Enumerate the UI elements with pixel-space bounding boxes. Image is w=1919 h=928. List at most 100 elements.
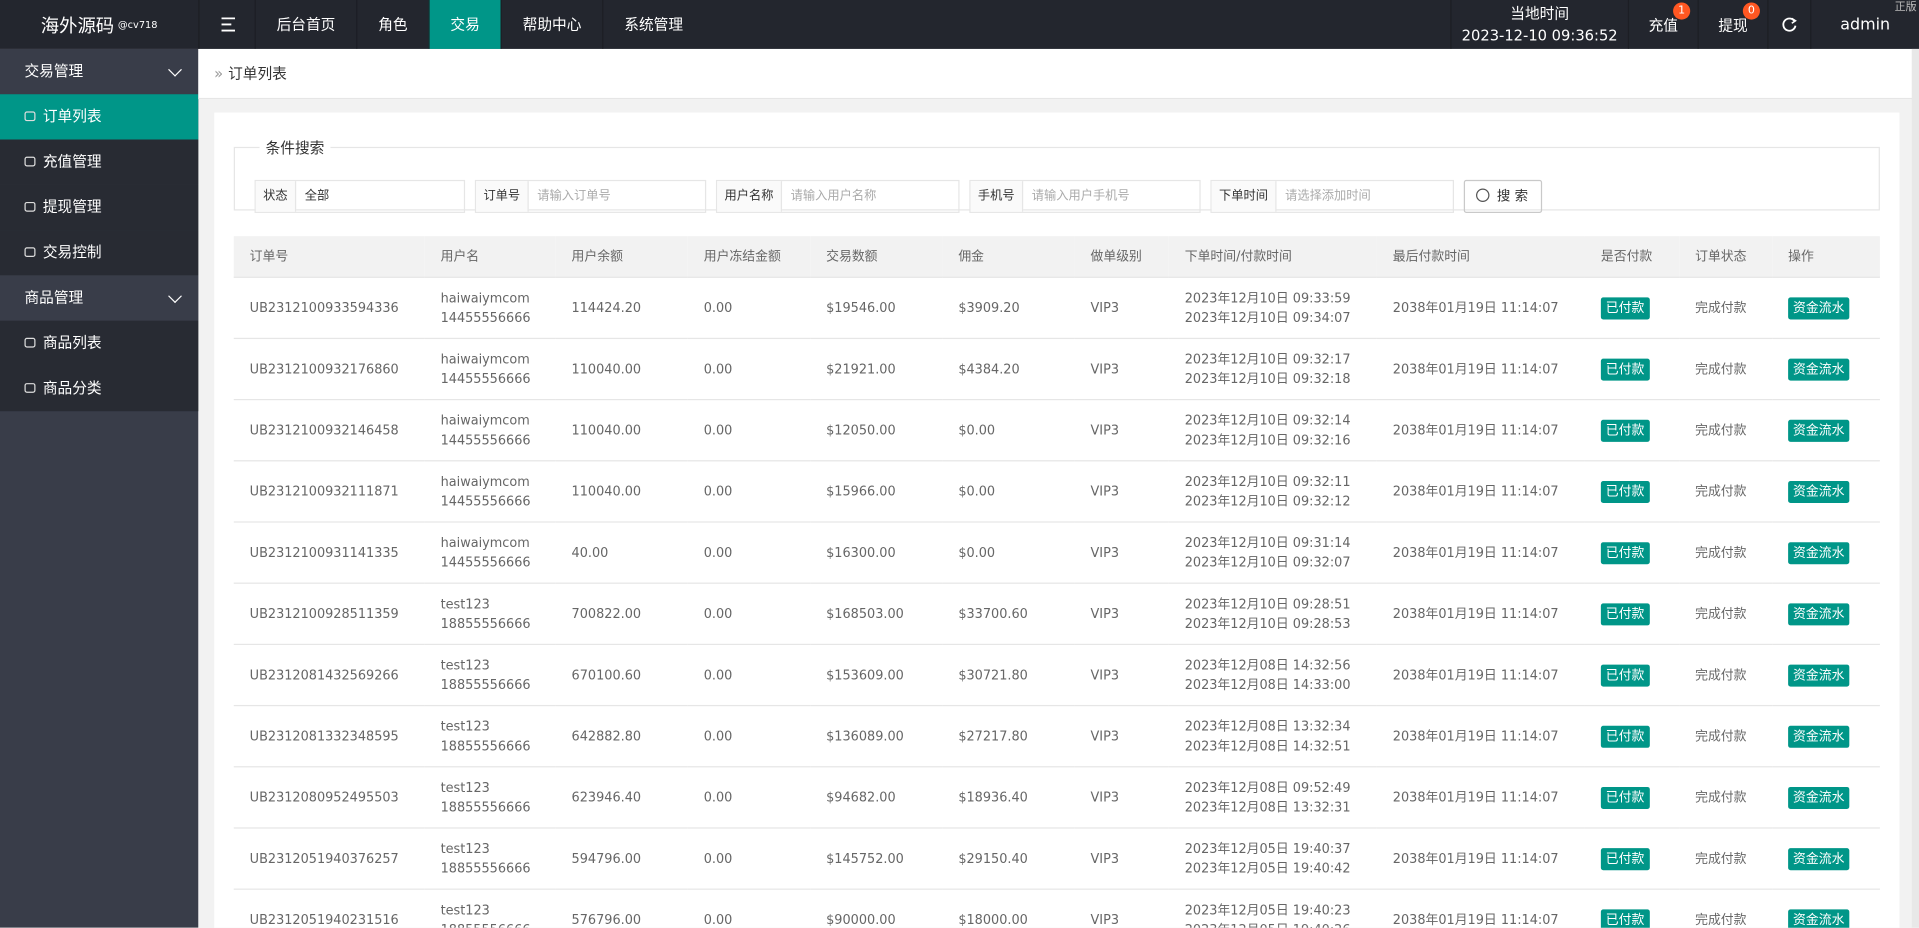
- cell-text: 完成付款: [1695, 422, 1747, 438]
- cell-text: 0.00: [703, 606, 733, 622]
- cell-text: 完成付款: [1695, 728, 1747, 744]
- field-input[interactable]: 请输入用户名称: [790, 189, 877, 204]
- action-button[interactable]: 资金流水: [1788, 786, 1850, 809]
- action-button[interactable]: 资金流水: [1788, 725, 1850, 748]
- column-header: 佣金: [942, 236, 1075, 278]
- menu-toggle[interactable]: [198, 0, 256, 49]
- cell: $16300.00: [810, 521, 943, 584]
- cell-text: 0.00: [703, 422, 733, 438]
- cell: 完成付款: [1679, 583, 1773, 645]
- menu-item[interactable]: 交易控制: [0, 230, 199, 276]
- time: 2023-12-10 09:36:52: [1461, 26, 1618, 45]
- cell: 114424.20: [555, 277, 688, 340]
- cell: 2023年12月05日 19:40:37 2023年12月05日 19:40:42: [1168, 827, 1377, 890]
- cell-line: test123: [440, 780, 490, 795]
- refresh-icon: [1782, 17, 1797, 32]
- cell: haiwaiymcom 14455556666: [424, 460, 556, 523]
- cell: 2023年12月10日 09:31:14 2023年12月10日 09:32:07: [1168, 521, 1377, 584]
- cell-line: 2023年12月08日 09:52:49: [1184, 780, 1351, 795]
- corner-text: 正版: [1894, 1, 1917, 14]
- cell: haiwaiymcom 14455556666: [424, 338, 556, 401]
- action-button[interactable]: 资金流水: [1788, 602, 1850, 625]
- cell: $18936.40: [942, 766, 1075, 829]
- cell-text: 0.00: [703, 484, 733, 499]
- user-menu[interactable]: admin: [1810, 0, 1919, 49]
- nav-item[interactable]: 系统管理: [602, 0, 704, 49]
- field-input[interactable]: 请选择添加时间: [1285, 189, 1371, 204]
- field-label: 状态: [255, 181, 297, 212]
- cell: 110040.00: [555, 338, 688, 401]
- cell: 完成付款: [1679, 889, 1773, 928]
- cell-text: 2038年01月19日 11:14:07: [1392, 300, 1559, 316]
- cell: 已付款: [1584, 827, 1680, 890]
- menu-item[interactable]: 充值管理: [0, 139, 199, 185]
- cell-text: UB2312100932146458: [249, 422, 399, 438]
- field-input[interactable]: 请输入用户手机号: [1031, 189, 1130, 204]
- nav-item[interactable]: 后台首页: [254, 0, 357, 49]
- cell: 完成付款: [1679, 338, 1773, 401]
- cell-line: 2023年12月10日 09:32:16: [1184, 432, 1351, 448]
- cell-text: 110040.00: [571, 484, 642, 499]
- cell-text: 0.00: [703, 790, 733, 805]
- action-button[interactable]: 资金流水: [1788, 908, 1850, 928]
- cell: 已付款: [1584, 705, 1680, 768]
- content-card: 条件搜索 状态 全部 订单号 请输入订单号 用户名称 请输入用户名称 手机号 请输入用户手机号…: [214, 112, 1900, 928]
- cell-text: VIP3: [1090, 300, 1120, 316]
- cell-text: UB2312100933594336: [249, 300, 399, 316]
- cell-line: 2023年12月08日 14:32:56: [1184, 657, 1351, 673]
- action-button[interactable]: 资金流水: [1788, 296, 1850, 319]
- cell: $94682.00: [810, 766, 943, 829]
- action-button[interactable]: 资金流水: [1788, 663, 1850, 686]
- cell-line: 14455556666: [440, 371, 531, 387]
- cell: test123 18855556666: [424, 766, 556, 829]
- cell-text: 2038年01月19日 11:14:07: [1392, 422, 1559, 438]
- cell: $27217.80: [942, 705, 1075, 768]
- action-button[interactable]: 资金流水: [1788, 357, 1850, 381]
- table-row: UB2312100932146458 haiwaiymcom 14455556666…: [233, 399, 1880, 462]
- cell: 700822.00: [555, 583, 688, 645]
- field-input[interactable]: 全部: [304, 189, 330, 204]
- cell-text: UB2312100928511359: [249, 606, 399, 622]
- cell: UB2312100932176860: [233, 338, 425, 401]
- table-row: UB2312100932176860 haiwaiymcom 14455556666…: [233, 338, 1880, 401]
- cell-line: 18855556666: [440, 861, 531, 876]
- cell: 0.00: [687, 705, 811, 768]
- cell-text: $21921.00: [826, 361, 896, 377]
- cell-text: $18000.00: [958, 912, 1028, 928]
- cell-text: VIP3: [1090, 728, 1120, 744]
- menu-item[interactable]: 提现管理: [0, 184, 199, 231]
- menu-item[interactable]: 商品列表: [0, 320, 199, 366]
- nav-item[interactable]: 交易: [428, 0, 501, 49]
- cell-text: $16300.00: [826, 545, 896, 560]
- cell-text: $136089.00: [826, 728, 904, 744]
- action-button[interactable]: 资金流水: [1788, 480, 1850, 503]
- refresh[interactable]: [1767, 0, 1810, 49]
- field-input[interactable]: 请输入订单号: [537, 189, 611, 204]
- cell: $33700.60: [942, 583, 1075, 645]
- cell-line: 2023年12月05日 19:40:42: [1184, 861, 1351, 876]
- cell: 资金流水: [1772, 521, 1880, 584]
- action-button[interactable]: 资金流水: [1788, 541, 1850, 564]
- cell-text: 完成付款: [1695, 851, 1747, 866]
- nav-item[interactable]: 角色: [356, 0, 428, 49]
- menu-group[interactable]: 交易管理: [0, 48, 199, 95]
- search-button[interactable]: 搜 索: [1463, 179, 1542, 213]
- column-header: 做单级别: [1074, 236, 1169, 278]
- cell: 2023年12月10日 09:32:14 2023年12月10日 09:32:16: [1168, 399, 1377, 462]
- cell: UB2312051940376257: [233, 827, 425, 890]
- recharge[interactable]: 充值 1: [1627, 0, 1698, 49]
- cell-text: UB2312051940231516: [249, 912, 399, 928]
- cell: VIP3: [1074, 521, 1169, 584]
- cell-line: 14455556666: [440, 555, 531, 570]
- menu-group[interactable]: 商品管理: [0, 275, 199, 321]
- top-bar: 海外源码 @cv718 后台首页 角色 交易 帮助中心 系统管理 当地时间 2023-12-…: [0, 0, 1919, 49]
- action-button[interactable]: 资金流水: [1788, 419, 1850, 442]
- menu-item[interactable]: 订单列表: [0, 94, 199, 140]
- action-button[interactable]: 资金流水: [1788, 847, 1850, 870]
- nav-item[interactable]: 帮助中心: [500, 0, 603, 49]
- withdraw[interactable]: 提现 0: [1697, 0, 1768, 49]
- cell: 623946.40: [555, 766, 688, 829]
- cell: 2038年01月19日 11:14:07: [1376, 827, 1585, 890]
- menu-item[interactable]: 商品分类: [0, 365, 199, 412]
